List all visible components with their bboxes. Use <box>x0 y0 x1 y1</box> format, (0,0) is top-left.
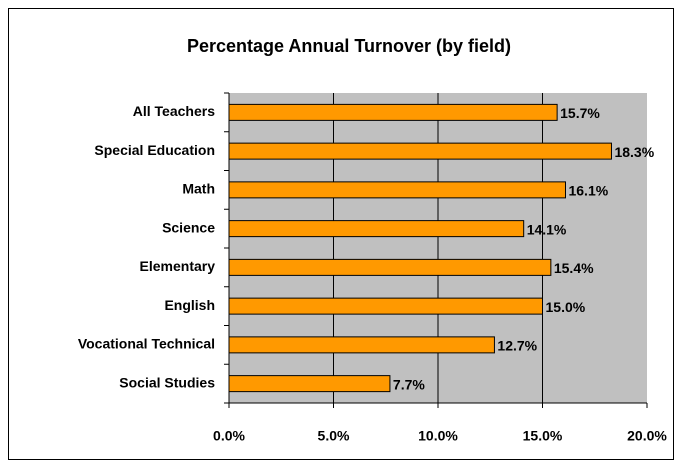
x-tick-label: 10.0% <box>418 428 458 444</box>
bar <box>228 375 391 393</box>
y-tick-label: Vocational Technical <box>78 336 215 352</box>
y-tick-label: Science <box>162 219 215 235</box>
y-tick-label: Special Education <box>94 142 215 158</box>
data-label: 18.3% <box>614 144 654 160</box>
data-label: 16.1% <box>568 183 608 199</box>
bar <box>228 258 552 276</box>
y-tick-label: English <box>164 297 215 313</box>
bar <box>228 142 612 160</box>
x-tick-label: 5.0% <box>318 428 350 444</box>
x-tick-label: 15.0% <box>523 428 563 444</box>
bar <box>228 220 525 238</box>
y-tick-label: All Teachers <box>133 103 215 119</box>
x-tick-label: 20.0% <box>627 428 667 444</box>
data-label: 12.7% <box>497 338 537 354</box>
bar <box>228 297 543 315</box>
data-label: 7.7% <box>393 376 425 392</box>
y-tick-label: Social Studies <box>119 374 215 390</box>
chart-title: Percentage Annual Turnover (by field) <box>187 36 511 56</box>
data-label: 15.4% <box>554 260 594 276</box>
data-label: 14.1% <box>527 221 567 237</box>
bar <box>228 181 566 199</box>
data-label: 15.7% <box>560 105 600 121</box>
x-tick-label: 0.0% <box>213 428 245 444</box>
y-tick-label: Elementary <box>140 258 216 274</box>
y-tick-label: Math <box>182 181 215 197</box>
bar <box>228 336 495 354</box>
data-label: 15.0% <box>546 299 586 315</box>
bar <box>228 103 558 121</box>
